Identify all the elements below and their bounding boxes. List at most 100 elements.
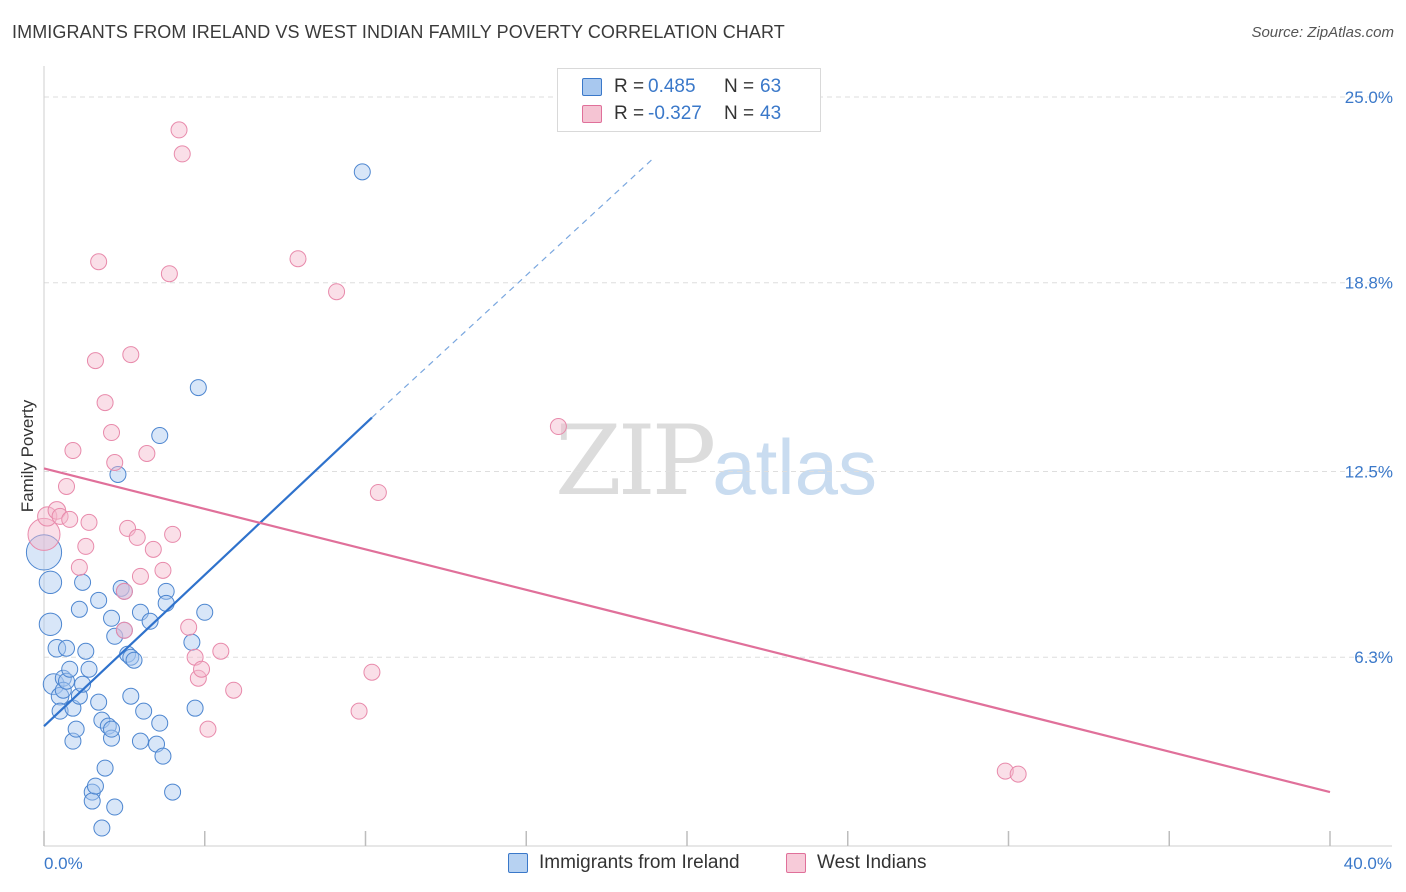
west-indians-point bbox=[27, 517, 61, 551]
legend-item-west-indians[interactable]: West Indians bbox=[786, 852, 926, 874]
west-indians-point bbox=[61, 510, 79, 528]
ireland-point bbox=[47, 638, 67, 658]
west-indians-point bbox=[369, 483, 387, 501]
west-indians-point bbox=[189, 669, 207, 687]
ireland-point bbox=[141, 612, 159, 630]
west-indians-point bbox=[115, 621, 133, 639]
west-indians-point bbox=[131, 567, 149, 585]
west-indians-point bbox=[350, 702, 368, 720]
legend-label-ireland: Immigrants from Ireland bbox=[539, 852, 740, 873]
west-indians-point bbox=[164, 525, 182, 543]
ireland-point bbox=[74, 675, 92, 693]
ireland-point bbox=[67, 720, 85, 738]
legend-label-west-indians: West Indians bbox=[817, 852, 927, 873]
west-indians-point bbox=[160, 265, 178, 283]
west-indians-point bbox=[289, 250, 307, 268]
n-value: 63 bbox=[760, 76, 782, 97]
ireland-point bbox=[38, 570, 63, 595]
ireland-point bbox=[151, 427, 169, 445]
x-tick-label: 40.0% bbox=[1344, 854, 1392, 873]
ireland-point bbox=[186, 699, 204, 717]
ireland-point bbox=[96, 759, 114, 777]
ireland-point bbox=[122, 648, 140, 666]
west-indians-point bbox=[96, 394, 114, 412]
ireland-swatch bbox=[582, 78, 602, 96]
x-tick-label: 0.0% bbox=[44, 854, 83, 873]
west-indians-point bbox=[51, 507, 69, 525]
west-indians-point bbox=[90, 253, 108, 271]
n-label: N = bbox=[724, 76, 755, 97]
ireland-point bbox=[151, 714, 169, 732]
west-indians-point bbox=[86, 352, 104, 370]
ireland-point bbox=[58, 639, 76, 657]
west-indians-point bbox=[180, 618, 198, 636]
ireland-point bbox=[54, 669, 72, 687]
watermark-zip: ZIP bbox=[555, 405, 716, 517]
ireland-trend-line bbox=[43, 416, 373, 727]
west-indians-point bbox=[549, 418, 567, 436]
ireland-point bbox=[74, 573, 92, 591]
ireland-point bbox=[93, 819, 111, 837]
west-indians-swatch bbox=[582, 105, 602, 123]
ireland-point bbox=[196, 603, 214, 621]
ireland-point bbox=[80, 660, 98, 678]
legend-item-ireland[interactable]: Immigrants from Ireland bbox=[508, 852, 740, 874]
ireland-point bbox=[90, 591, 108, 609]
west-indians-point bbox=[80, 513, 98, 531]
west-indians-trend-line bbox=[43, 467, 1331, 794]
west-indians-point bbox=[138, 445, 156, 463]
ireland-point bbox=[106, 627, 124, 645]
y-tick-label: 12.5% bbox=[1345, 462, 1393, 481]
ireland-point bbox=[125, 651, 143, 669]
watermark: ZIPatlas bbox=[555, 405, 877, 517]
ireland-point bbox=[164, 783, 182, 801]
west-indians-point bbox=[122, 346, 140, 364]
west-indians-point bbox=[225, 681, 243, 699]
n-label: N = bbox=[724, 103, 755, 124]
west-indians-point bbox=[199, 720, 217, 738]
west-indians-point bbox=[64, 442, 82, 460]
ireland-point bbox=[154, 747, 172, 765]
n-value: 43 bbox=[760, 103, 782, 124]
west-indians-point bbox=[212, 642, 230, 660]
stats-legend-row-west-indians: R = -0.327 N = 43 bbox=[582, 101, 781, 127]
west-indians-point bbox=[70, 558, 88, 576]
west-indians-point bbox=[1009, 765, 1027, 783]
ireland-point bbox=[131, 732, 149, 750]
r-value: -0.327 bbox=[648, 103, 702, 124]
ireland-point bbox=[38, 612, 63, 636]
ireland-point bbox=[353, 163, 371, 181]
west-indians-legend-swatch bbox=[786, 853, 806, 873]
west-indians-point bbox=[77, 537, 95, 555]
ireland-point bbox=[70, 600, 88, 618]
watermark-atlas: atlas bbox=[712, 423, 877, 511]
west-indians-point bbox=[170, 121, 188, 139]
ireland-point bbox=[112, 579, 130, 597]
ireland-point bbox=[83, 792, 101, 810]
ireland-point bbox=[103, 720, 121, 738]
ireland-point bbox=[189, 379, 207, 397]
west-indians-point bbox=[144, 540, 162, 558]
y-tick-label: 18.8% bbox=[1345, 274, 1393, 293]
r-label: R = bbox=[614, 76, 645, 97]
ireland-point bbox=[106, 798, 124, 816]
west-indians-point bbox=[37, 506, 58, 527]
stats-legend: R = 0.485 N = 63 R = -0.327 N = 43 bbox=[557, 68, 821, 132]
ireland-point bbox=[103, 729, 121, 747]
ireland-point bbox=[122, 687, 140, 705]
series-legend: Immigrants from Ireland West Indians bbox=[0, 852, 1406, 878]
west-indians-point bbox=[363, 663, 381, 681]
y-tick-label: 6.3% bbox=[1354, 648, 1393, 667]
y-tick-label: 25.0% bbox=[1345, 88, 1393, 107]
west-indians-point bbox=[128, 528, 146, 546]
west-indians-point bbox=[58, 477, 76, 495]
ireland-point bbox=[157, 582, 175, 600]
stats-legend-row-ireland: R = 0.485 N = 63 bbox=[582, 74, 781, 100]
west-indians-point bbox=[996, 762, 1014, 780]
west-indians-point bbox=[103, 424, 121, 442]
west-indians-point bbox=[173, 145, 191, 163]
r-label: R = bbox=[614, 103, 645, 124]
west-indians-point bbox=[106, 453, 124, 471]
ireland-point bbox=[25, 534, 63, 571]
ireland-point bbox=[157, 594, 175, 612]
